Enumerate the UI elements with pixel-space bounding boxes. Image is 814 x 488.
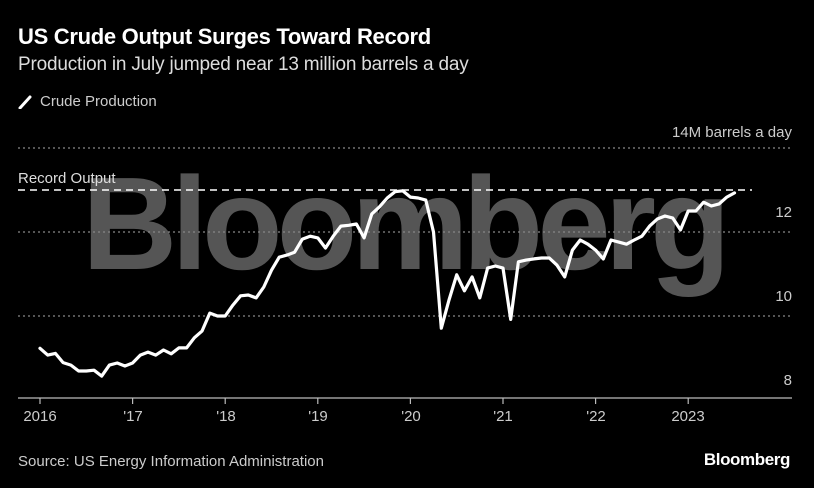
chart-title: US Crude Output Surges Toward Record (18, 24, 431, 49)
bloomberg-logo: Bloomberg (703, 450, 791, 469)
source-note: Source: US Energy Information Administra… (18, 453, 324, 470)
line-swatch-icon (18, 95, 32, 109)
y-tick-8: 8 (783, 372, 792, 389)
record-output-label: Record Output (18, 170, 116, 187)
unit-label: 14M barrels a day (671, 124, 792, 141)
x-tick-2018: '18 (216, 408, 236, 425)
x-tick-2019: '19 (308, 408, 328, 425)
x-axis (18, 397, 792, 404)
y-tick-12: 12 (775, 204, 792, 221)
legend: Crude Production (18, 93, 157, 110)
x-tick-2023: 2023 (671, 408, 705, 425)
watermark: Bloomberg (82, 150, 731, 297)
x-tick-2017: '17 (123, 408, 143, 425)
chart-subtitle: Production in July jumped near 13 millio… (18, 54, 469, 75)
legend-label: Crude Production (40, 93, 157, 110)
x-tick-2021: '21 (493, 408, 513, 425)
x-tick-2020: '20 (401, 408, 421, 425)
gridlines (18, 147, 792, 317)
x-tick-2016: 2016 (23, 408, 57, 425)
crude-production-line (38, 189, 737, 378)
y-tick-10: 10 (775, 288, 792, 305)
x-tick-2022: '22 (586, 408, 606, 425)
